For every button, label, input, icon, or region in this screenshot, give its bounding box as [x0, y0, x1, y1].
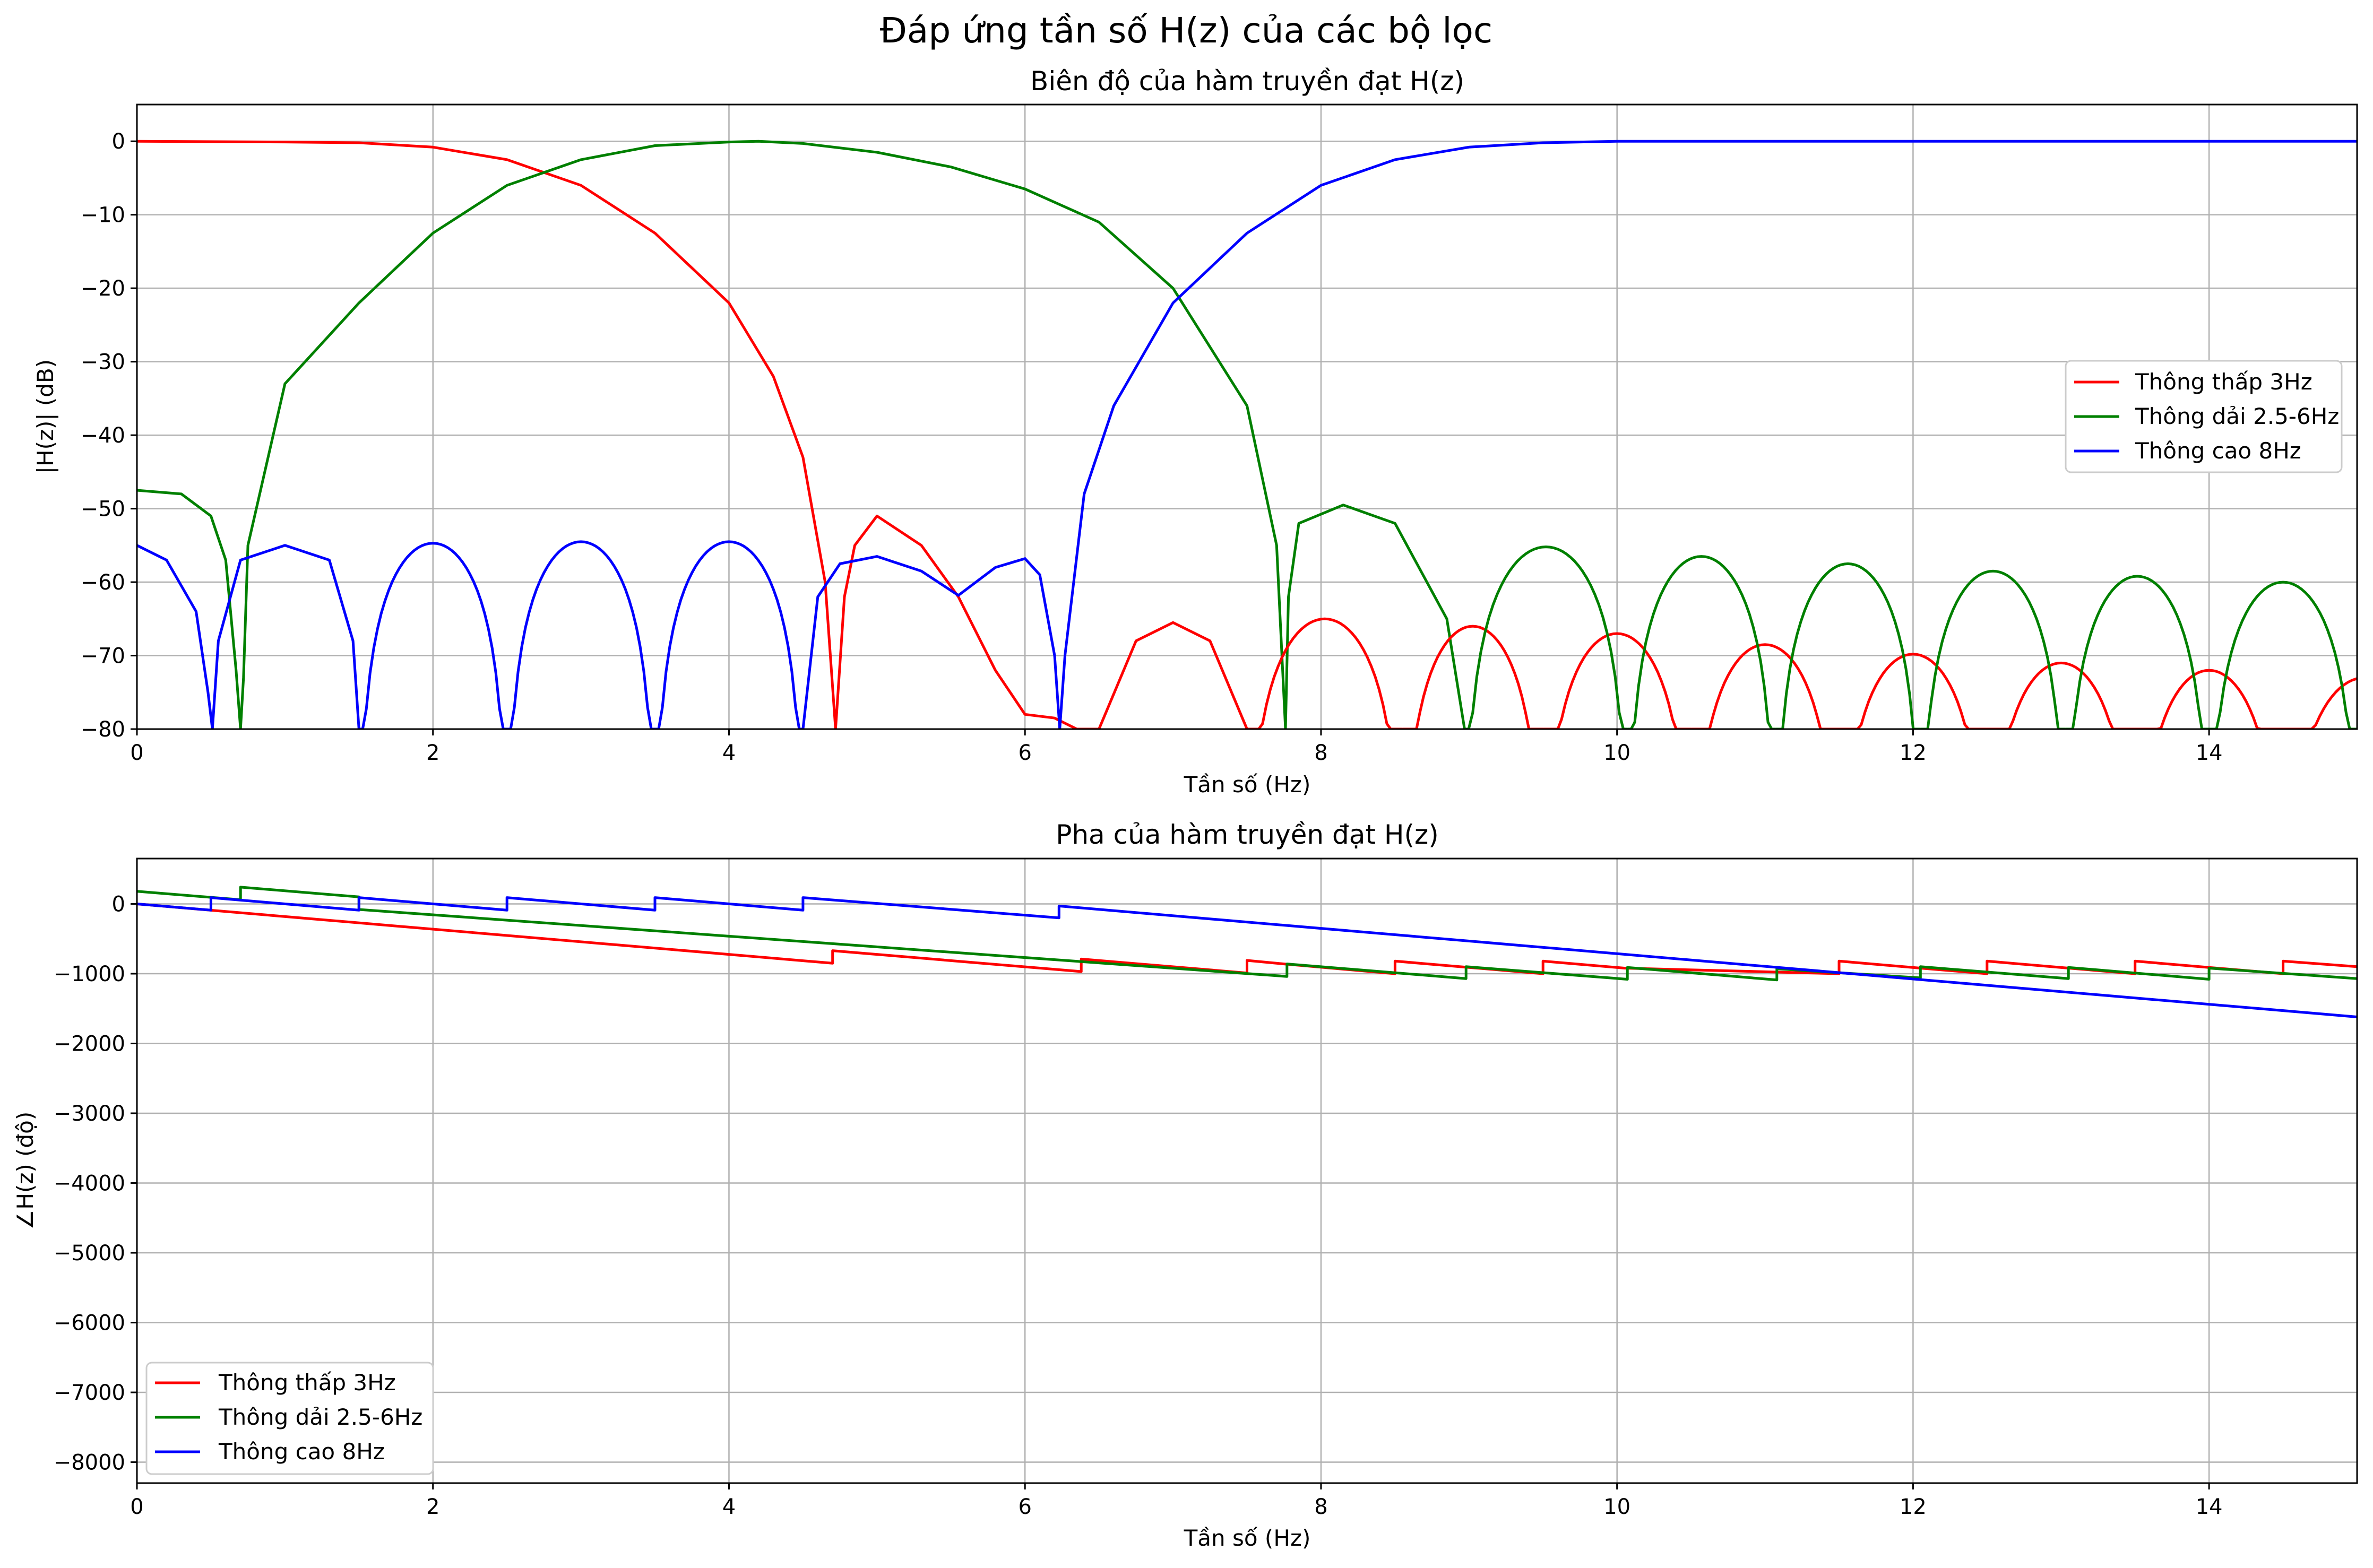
y-tick-label: −5000	[54, 1241, 125, 1266]
legend-bandpass-label: Thông dải 2.5-6Hz	[218, 1404, 422, 1430]
magnitude-ylabel: |H(z)| (dB)	[32, 359, 58, 474]
series-line-highpass	[359, 542, 507, 729]
y-tick-label: −10	[81, 203, 125, 228]
x-tick-label: 2	[426, 741, 439, 765]
series-line-lowpass	[137, 140, 1248, 729]
y-tick-label: −20	[81, 276, 125, 301]
phase-grid	[136, 859, 2357, 1483]
series-line-highpass	[507, 540, 655, 729]
y-tick-label: −4000	[54, 1172, 125, 1196]
series-line-lowpass	[1691, 643, 1839, 729]
series-line-lowpass	[1247, 617, 1403, 729]
figure-suptitle: Đáp ứng tần số H(z) của các bộ lọc	[880, 10, 1492, 51]
y-tick-label: −2000	[54, 1032, 125, 1056]
x-tick-label: 2	[426, 1495, 439, 1519]
series-line-bandpass	[1775, 562, 1921, 729]
series-line-lowpass	[1987, 661, 2135, 729]
y-tick-label: −1000	[54, 962, 125, 986]
x-tick-label: 0	[130, 741, 143, 765]
magnitude-ticks: 0 2 4 6 8 10 12 14 0 −10 −20 −30 −40 −50 −60 −70 −80	[81, 129, 2223, 765]
series-line-bandpass	[1627, 555, 1776, 729]
phase-title: Pha của hàm truyền đạt H(z)	[1056, 819, 1439, 850]
x-tick-label: 14	[2196, 1495, 2223, 1519]
x-tick-label: 14	[2196, 741, 2223, 765]
phase-series	[137, 886, 2357, 1018]
x-tick-label: 4	[722, 741, 736, 765]
phase-legend-box	[145, 1362, 434, 1475]
phase-axes: Pha của hàm truyền đạt H(z) 0 2 4 6 8 10 12 140…	[12, 819, 2358, 1551]
y-tick-label: 0	[112, 892, 125, 916]
magnitude-series	[137, 140, 2357, 729]
y-tick-label: −70	[81, 644, 125, 669]
x-tick-label: 12	[1900, 741, 1927, 765]
series-line-highpass	[137, 544, 360, 729]
x-tick-label: 0	[130, 1495, 143, 1519]
x-tick-label: 10	[1603, 1495, 1630, 1519]
series-line-highpass	[137, 896, 2357, 1018]
phase-xlabel: Tần số (Hz)	[1184, 1525, 1311, 1551]
x-tick-label: 12	[1900, 1495, 1927, 1519]
series-line-bandpass	[1920, 569, 2066, 729]
x-tick-label: 8	[1314, 741, 1327, 765]
y-tick-label: −30	[81, 350, 125, 375]
y-tick-label: 0	[112, 129, 125, 154]
y-tick-label: −6000	[54, 1311, 125, 1336]
legend-highpass-label: Thông cao 8Hz	[218, 1439, 385, 1465]
phase-ticks: 0 2 4 6 8 10 12 14 0 −1000 −2000 −3000 −4000 −5000 −60…	[54, 892, 2223, 1519]
phase-legend: Thông thấp 3Hz Thông dải 2.5-6Hz Thông c…	[145, 1362, 434, 1475]
y-tick-label: −60	[81, 570, 125, 595]
magnitude-legend: Thông thấp 3Hz Thông dải 2.5-6Hz Thông c…	[2065, 360, 2343, 473]
legend-bandpass-label: Thông dải 2.5-6Hz	[2135, 403, 2339, 429]
x-tick-label: 8	[1314, 1495, 1327, 1519]
series-line-highpass	[801, 140, 2357, 729]
x-tick-label: 4	[722, 1495, 736, 1519]
legend-lowpass-label: Thông thấp 3Hz	[2135, 369, 2312, 395]
series-line-lowpass	[1839, 653, 1987, 729]
y-tick-label: −40	[81, 423, 125, 448]
y-tick-label: −3000	[54, 1102, 125, 1126]
y-tick-label: −8000	[54, 1451, 125, 1475]
series-line-lowpass	[137, 903, 2357, 975]
series-line-highpass	[655, 540, 803, 729]
magnitude-axes: Biên độ của hàm truyền đạt H(z) 0 2 4 6 8 10 1…	[32, 66, 2358, 798]
legend-highpass-label: Thông cao 8Hz	[2135, 438, 2301, 464]
series-line-lowpass	[1402, 625, 1543, 729]
phase-ylabel: ∠H(z) (độ)	[12, 1112, 38, 1230]
magnitude-xlabel: Tần số (Hz)	[1184, 772, 1311, 798]
magnitude-legend-box	[2065, 360, 2343, 473]
series-line-bandpass	[1464, 545, 1628, 729]
magnitude-title: Biên độ của hàm truyền đạt H(z)	[1030, 66, 1464, 97]
x-tick-label: 10	[1603, 741, 1630, 765]
y-tick-label: −80	[81, 717, 125, 742]
y-tick-label: −50	[81, 497, 125, 522]
series-line-bandpass	[2209, 581, 2357, 729]
x-tick-label: 6	[1018, 1495, 1031, 1519]
x-tick-label: 6	[1018, 741, 1031, 765]
series-line-bandpass	[2065, 575, 2210, 729]
legend-lowpass-label: Thông thấp 3Hz	[218, 1370, 396, 1396]
series-line-bandpass	[137, 140, 1466, 729]
phase-frame	[136, 857, 2358, 1484]
y-tick-label: −7000	[54, 1381, 125, 1405]
magnitude-frame	[136, 103, 2358, 730]
series-line-lowpass	[1543, 632, 1692, 729]
